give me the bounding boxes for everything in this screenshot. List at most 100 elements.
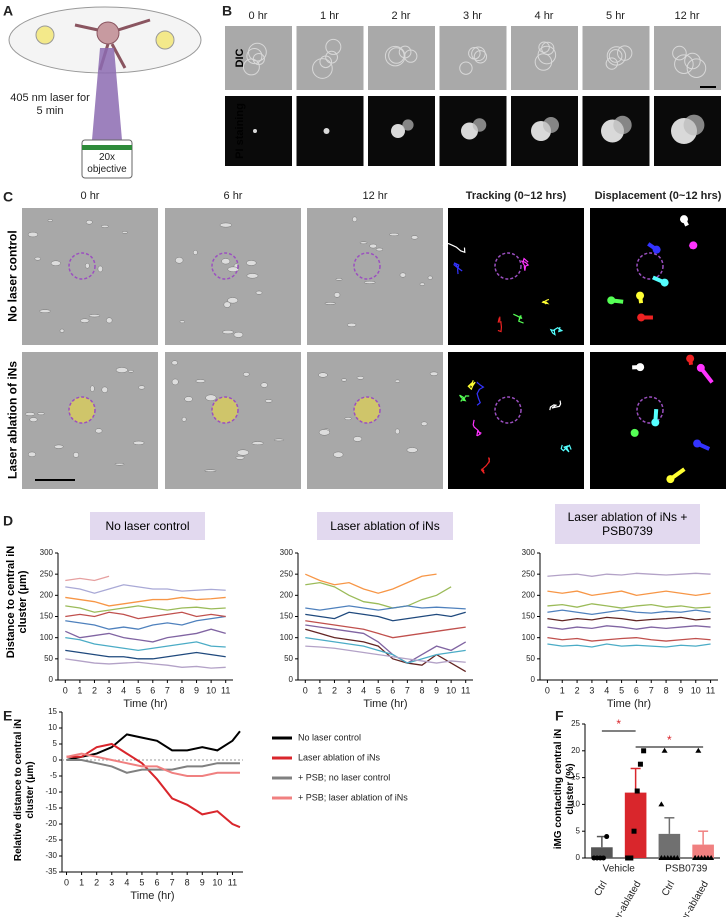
data-point [658, 801, 665, 807]
track [467, 380, 476, 390]
series-line [547, 572, 711, 577]
x-tick-label: 7 [405, 685, 410, 695]
x-tick-label: 0 [545, 685, 550, 695]
cell [411, 235, 419, 240]
arrow-head [660, 278, 669, 287]
cell [246, 260, 257, 266]
x-tick-label: 9 [200, 877, 205, 887]
y-tick-label: 50 [44, 654, 53, 663]
data-point [628, 855, 634, 861]
cell [324, 302, 336, 305]
x-tick-label: 3 [589, 685, 594, 695]
significance-mark: * [667, 733, 672, 747]
x-tick-label: 5 [139, 877, 144, 887]
data-point [695, 747, 702, 753]
x-tick-label: 6 [390, 685, 395, 695]
track [560, 444, 572, 453]
track [472, 419, 482, 437]
cell [24, 412, 36, 416]
x-tick-label: 10 [206, 685, 216, 695]
y-tick-label: -15 [45, 803, 57, 812]
x-tick-label: 3 [347, 685, 352, 695]
chart-title: Laser ablation of iNs [317, 512, 453, 540]
panel-letter: E [3, 708, 12, 724]
cell [223, 301, 231, 308]
cell [352, 216, 358, 223]
cell [260, 382, 268, 388]
legend-label: Laser ablation of iNs [298, 752, 381, 762]
cluster-outline [353, 396, 381, 424]
data-point [674, 855, 681, 860]
x-tick-label: 11 [228, 877, 237, 887]
data-point [625, 855, 631, 861]
cell-blob [473, 50, 488, 64]
x-tick-label: 7 [165, 685, 170, 695]
y-axis-label: Distance to central iN cluster (μm) [5, 545, 29, 659]
x-tick-label: 6 [155, 877, 160, 887]
cell [333, 292, 341, 298]
cell [273, 438, 285, 442]
x-tick-label: 6 [150, 685, 155, 695]
y-tick-label: 0 [531, 675, 536, 684]
x-tick-label: 4 [604, 685, 609, 695]
x-tick-label: 0 [64, 877, 69, 887]
cell [50, 260, 61, 266]
x-tick-label: 11 [221, 685, 230, 695]
cell [363, 280, 376, 284]
cell [37, 412, 45, 416]
bar [658, 833, 681, 858]
chart-title: Laser ablation of iNs + PSB0739 [555, 504, 700, 544]
cell-blob [325, 50, 338, 64]
cell [34, 256, 41, 261]
series-line [547, 625, 711, 630]
objective-band [82, 145, 132, 150]
x-tick-label: 2 [575, 685, 580, 695]
cell [389, 232, 400, 237]
cell [394, 379, 401, 383]
cell [39, 309, 51, 313]
cell [192, 250, 198, 255]
x-tick-label: 5 [136, 685, 141, 695]
cell-blob [606, 46, 627, 66]
cluster-outline [494, 252, 522, 280]
x-tick-label: 10 [212, 877, 222, 887]
x-tick-label: 1 [317, 685, 322, 695]
cell-blob [608, 49, 623, 63]
x-tick-label: 3 [109, 877, 114, 887]
cell-blob [538, 41, 550, 53]
cell [369, 243, 378, 249]
column-label: Displacement (0~12 hrs) [595, 190, 722, 202]
category-label: Ctrl [660, 879, 677, 898]
dic-image [582, 26, 650, 90]
y-tick-label: 50 [284, 654, 293, 663]
series-line [65, 611, 226, 620]
cell [205, 394, 217, 401]
series-line [547, 616, 711, 622]
cell [171, 378, 179, 386]
panel-letter: C [3, 189, 13, 205]
x-tick-label: 1 [77, 685, 82, 695]
series-line [65, 637, 226, 652]
cell [95, 428, 103, 434]
arrow-head [630, 428, 639, 437]
arrow-head [651, 418, 660, 427]
arrow-head [652, 245, 661, 254]
x-tick-label: 8 [419, 685, 424, 695]
arrow-head [637, 313, 646, 322]
cell [88, 314, 101, 318]
laser-beam [92, 48, 122, 140]
panel-letter: B [222, 3, 232, 19]
cell-blob [674, 54, 694, 74]
arrow-head [696, 363, 705, 372]
y-tick-label: 300 [40, 548, 54, 557]
x-axis-label: Time (hr) [607, 698, 651, 710]
cluster-outline [636, 396, 664, 424]
track [476, 381, 485, 406]
y-tick-label: 50 [526, 654, 535, 663]
row-label: Laser ablation of iNs [5, 360, 20, 480]
arrow-head [689, 241, 698, 250]
y-tick-label: 25 [571, 719, 580, 728]
pi-signal [472, 118, 487, 132]
cell [59, 328, 65, 333]
y-tick-label: 5 [576, 826, 581, 835]
